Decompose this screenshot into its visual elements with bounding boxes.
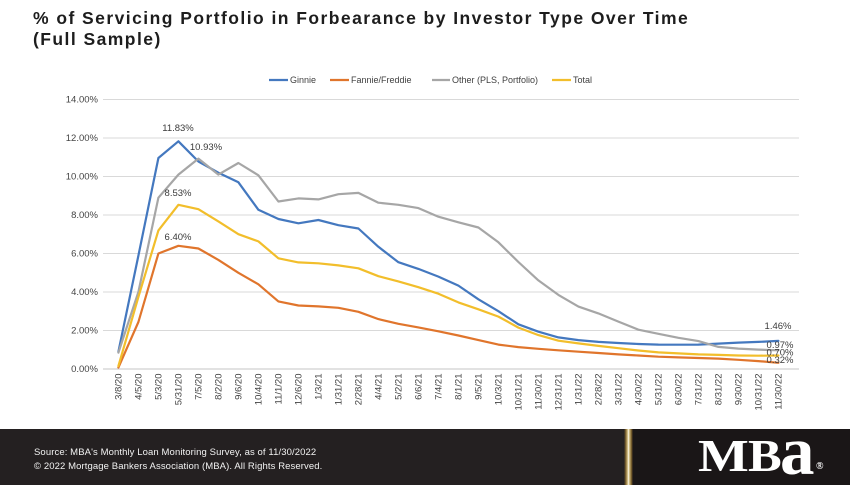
svg-text:10.93%: 10.93% — [190, 142, 223, 153]
svg-text:2/28/22: 2/28/22 — [593, 374, 604, 406]
svg-text:5/3/20: 5/3/20 — [153, 374, 164, 400]
svg-text:9/5/21: 9/5/21 — [473, 374, 484, 400]
svg-text:4/30/22: 4/30/22 — [633, 374, 644, 406]
svg-text:14.00%: 14.00% — [66, 95, 99, 106]
svg-text:11/30/21: 11/30/21 — [533, 374, 544, 410]
svg-text:7/5/20: 7/5/20 — [193, 374, 204, 400]
svg-text:5/31/22: 5/31/22 — [653, 374, 664, 406]
svg-text:Fannie/Freddie: Fannie/Freddie — [351, 75, 412, 85]
svg-text:2/28/21: 2/28/21 — [353, 374, 364, 406]
svg-text:10.00%: 10.00% — [66, 172, 99, 183]
svg-text:8.53%: 8.53% — [165, 188, 192, 199]
svg-text:4.00%: 4.00% — [71, 287, 98, 298]
svg-text:0.97%: 0.97% — [767, 340, 794, 351]
svg-text:11.83%: 11.83% — [162, 123, 194, 134]
svg-text:Other (PLS, Portfolio): Other (PLS, Portfolio) — [452, 75, 538, 85]
svg-text:8/1/21: 8/1/21 — [453, 374, 464, 400]
svg-text:Total: Total — [573, 75, 592, 85]
svg-text:12.00%: 12.00% — [66, 133, 99, 144]
svg-text:8/31/22: 8/31/22 — [713, 374, 724, 406]
svg-text:4/5/20: 4/5/20 — [133, 374, 144, 400]
svg-text:6/30/22: 6/30/22 — [673, 374, 684, 406]
svg-text:0.00%: 0.00% — [71, 364, 98, 375]
svg-text:7/31/22: 7/31/22 — [693, 374, 704, 406]
svg-text:0.32%: 0.32% — [767, 355, 794, 366]
svg-text:1/3/21: 1/3/21 — [313, 374, 324, 400]
svg-text:1/31/21: 1/31/21 — [333, 374, 344, 406]
svg-text:10/3/21: 10/3/21 — [493, 374, 504, 406]
svg-text:10/4/20: 10/4/20 — [253, 374, 264, 406]
svg-text:6.00%: 6.00% — [71, 249, 98, 260]
svg-text:9/30/22: 9/30/22 — [733, 374, 744, 406]
svg-text:3/31/22: 3/31/22 — [613, 374, 624, 406]
svg-text:6.40%: 6.40% — [165, 232, 192, 243]
svg-text:3/8/20: 3/8/20 — [113, 374, 124, 400]
svg-text:9/6/20: 9/6/20 — [233, 374, 244, 400]
svg-text:11/1/20: 11/1/20 — [273, 374, 284, 405]
svg-text:1.46%: 1.46% — [765, 321, 792, 332]
svg-text:6/6/21: 6/6/21 — [413, 374, 424, 400]
svg-text:2.00%: 2.00% — [71, 326, 98, 337]
svg-text:7/4/21: 7/4/21 — [433, 374, 444, 400]
svg-text:11/30/22: 11/30/22 — [773, 374, 784, 410]
svg-text:10/31/22: 10/31/22 — [753, 374, 764, 411]
svg-text:Ginnie: Ginnie — [290, 75, 316, 85]
svg-text:10/31/21: 10/31/21 — [513, 374, 524, 411]
svg-text:12/6/20: 12/6/20 — [293, 374, 304, 406]
svg-text:4/4/21: 4/4/21 — [373, 374, 384, 400]
svg-text:8/2/20: 8/2/20 — [213, 374, 224, 400]
svg-text:5/31/20: 5/31/20 — [173, 374, 184, 406]
svg-text:0.70%: 0.70% — [767, 348, 794, 359]
svg-text:12/31/21: 12/31/21 — [553, 374, 564, 411]
svg-text:8.00%: 8.00% — [71, 210, 98, 221]
svg-text:1/31/22: 1/31/22 — [573, 374, 584, 406]
svg-text:5/2/21: 5/2/21 — [393, 374, 404, 400]
